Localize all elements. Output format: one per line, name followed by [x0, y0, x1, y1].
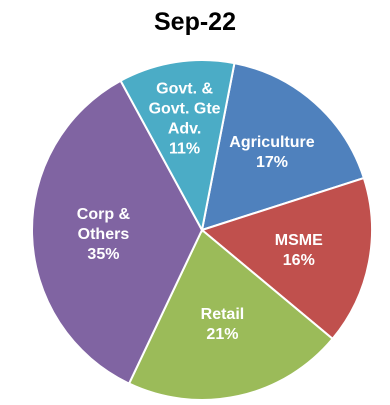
- slice-govt-govt-gte-adv: [119, 59, 236, 233]
- slice-label-govt-govt-gte-adv: Govt. & Govt. Gte Adv. 11%: [149, 80, 221, 157]
- slice-category-label: Retail: [201, 306, 245, 323]
- slice-msme: [199, 176, 373, 341]
- slice-label-corp-others: Corp & Others 35%: [77, 206, 131, 263]
- slice-category-label: Govt. Gte: [149, 100, 221, 117]
- slice-corp-others: [31, 79, 204, 385]
- slice-category-label: Corp &: [77, 206, 131, 223]
- slice-category-label: Others: [78, 226, 130, 243]
- slice-retail: [127, 228, 335, 401]
- slice-value-label: 21%: [206, 326, 238, 343]
- slice-category-label: MSME: [275, 232, 323, 249]
- slice-category-label: Adv.: [168, 120, 201, 137]
- chart-title: Sep-22: [154, 8, 236, 36]
- slice-category-label: Agriculture: [229, 134, 314, 151]
- slice-value-label: 35%: [87, 246, 119, 263]
- slice-agriculture: [200, 61, 366, 232]
- slice-value-label: 11%: [169, 140, 200, 157]
- slice-value-label: 17%: [256, 154, 288, 171]
- slice-category-label: Govt. &: [156, 80, 213, 97]
- slice-label-retail: Retail 21%: [201, 306, 245, 343]
- slice-label-agriculture: Agriculture 17%: [229, 134, 314, 171]
- slice-label-msme: MSME 16%: [275, 232, 323, 269]
- slice-value-label: 16%: [283, 252, 315, 269]
